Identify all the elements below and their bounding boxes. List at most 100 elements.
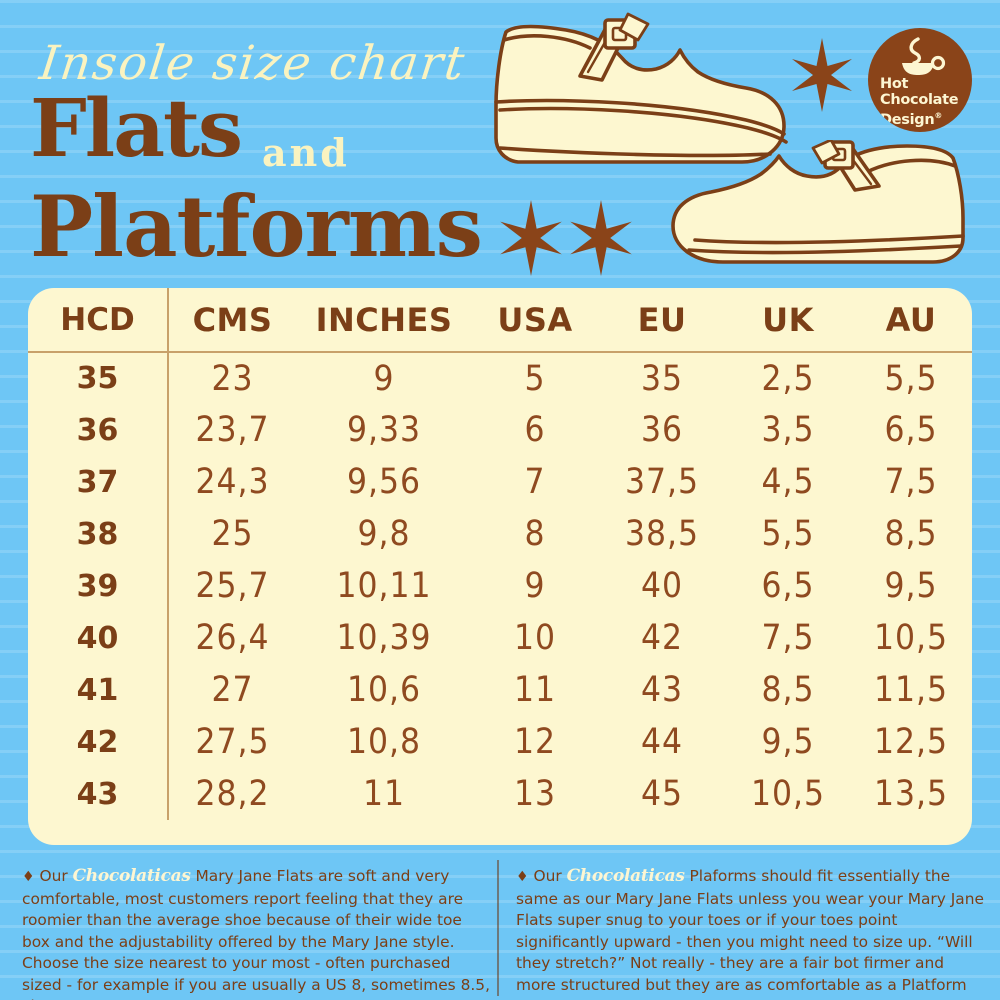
- cell-usa: 10: [513, 618, 557, 658]
- cell-usa: 11: [513, 670, 557, 710]
- cell-uk: 2,5: [761, 358, 815, 399]
- logo-line-2: Chocolate: [880, 91, 959, 108]
- cell-usa: 5: [524, 358, 546, 399]
- cell-uk: 8,5: [761, 670, 815, 710]
- cell-usa: 7: [524, 462, 546, 502]
- cell-uk: 9,5: [761, 722, 815, 762]
- table-row: 43 28,2 11 13 45 10,5 13,5: [28, 768, 972, 820]
- header-section: Insole size chart Flats and Platforms: [0, 0, 1000, 285]
- table-header-row: HCD CMS INCHES USA EU UK AU: [28, 288, 972, 353]
- registered-trademark-mark: ®: [934, 111, 943, 120]
- hot-chocolate-cup-icon: [902, 37, 946, 75]
- chocolaticas-brand-script: Chocolaticas: [566, 866, 685, 886]
- cell-cms: 23: [211, 358, 254, 399]
- column-header-usa: USA: [472, 288, 598, 353]
- cell-hcd: 42: [28, 716, 169, 768]
- cell-usa: 6: [524, 410, 546, 450]
- cell-cms: 23,7: [195, 410, 270, 450]
- cell-hcd: 36: [28, 404, 169, 456]
- cell-au: 12,5: [873, 722, 949, 762]
- cell-eu: 37,5: [624, 462, 700, 502]
- six-point-sparkle-star-icon: [500, 200, 562, 276]
- footer-right-body: Plaforms should fit essentially the same…: [516, 867, 984, 1000]
- logo-line-3: Design: [880, 111, 935, 128]
- column-header-cms: CMS: [168, 288, 296, 353]
- cell-au: 8,5: [884, 514, 938, 554]
- flat-mary-jane-shoe-illustration: [671, 140, 965, 264]
- footer-note-flats: ♦ Our Chocolaticas Mary Jane Flats are s…: [22, 866, 492, 1000]
- cell-eu: 35: [640, 358, 684, 399]
- cell-cms: 27: [211, 670, 254, 710]
- table-body: 35 23 9 5 35 2,5 5,5 36 23,7 9,33 6 36 3,5 6,5 37 24,3 9…: [28, 352, 972, 820]
- cell-hcd: 37: [28, 456, 169, 508]
- cell-eu: 44: [640, 722, 684, 762]
- cell-uk: 7,5: [761, 618, 815, 658]
- table-row: 35 23 9 5 35 2,5 5,5: [28, 352, 972, 404]
- cell-inches: 10,6: [346, 670, 422, 710]
- cell-inches: 10,8: [346, 722, 422, 762]
- cell-au: 7,5: [884, 462, 938, 502]
- cell-hcd: 38: [28, 508, 169, 560]
- cell-au: 13,5: [873, 774, 949, 814]
- cell-hcd: 39: [28, 560, 169, 612]
- column-header-uk: UK: [726, 288, 850, 353]
- bullet-icon: ♦: [22, 869, 35, 885]
- cell-inches: 9,8: [357, 514, 411, 554]
- six-point-sparkle-star-icon: [792, 38, 852, 112]
- cell-hcd: 35: [28, 352, 169, 404]
- cell-au: 6,5: [884, 410, 938, 450]
- cell-eu: 40: [640, 566, 684, 606]
- logo-line-1: Hot: [880, 76, 909, 92]
- cell-uk: 6,5: [761, 566, 815, 606]
- table-row: 36 23,7 9,33 6 36 3,5 6,5: [28, 404, 972, 456]
- cell-inches: 9,56: [346, 462, 422, 502]
- cell-usa: 9: [524, 566, 546, 606]
- column-header-inches: INCHES: [296, 288, 472, 353]
- cell-eu: 36: [640, 410, 684, 450]
- footer-right-lead: Our: [533, 867, 562, 885]
- cell-cms: 28,2: [195, 774, 270, 814]
- cell-uk: 4,5: [761, 462, 815, 502]
- column-header-hcd: HCD: [28, 288, 169, 353]
- six-point-sparkle-star-icon: [570, 200, 632, 276]
- cell-cms: 24,3: [195, 462, 270, 502]
- cell-au: 11,5: [873, 670, 949, 710]
- cell-uk: 10,5: [750, 774, 826, 814]
- footer-note-platforms: ♦ Our Chocolaticas Plaforms should fit e…: [516, 866, 986, 1000]
- cell-eu: 43: [640, 670, 684, 710]
- cell-usa: 12: [513, 722, 557, 762]
- page-title-platforms: Platforms: [30, 177, 483, 276]
- cell-cms: 27,5: [195, 722, 270, 762]
- table-row: 39 25,7 10,11 9 40 6,5 9,5: [28, 560, 972, 612]
- platform-mary-jane-shoe-illustration: [494, 12, 788, 164]
- cell-hcd: 41: [28, 664, 169, 716]
- footer-notes: ♦ Our Chocolaticas Mary Jane Flats are s…: [0, 858, 1000, 1000]
- cell-usa: 13: [513, 774, 557, 814]
- cell-usa: 8: [524, 514, 546, 554]
- size-conversion-table: HCD CMS INCHES USA EU UK AU 35 23 9 5 35 2,5 5…: [28, 288, 972, 820]
- table-row: 37 24,3 9,56 7 37,5 4,5 7,5: [28, 456, 972, 508]
- column-header-eu: EU: [598, 288, 726, 353]
- table-row: 40 26,4 10,39 10 42 7,5 10,5: [28, 612, 972, 664]
- table-row: 38 25 9,8 8 38,5 5,5 8,5: [28, 508, 972, 560]
- hot-chocolate-design-logo[interactable]: Hot Chocolate Design®: [868, 28, 972, 132]
- cell-uk: 5,5: [761, 514, 815, 554]
- footer-column-divider: [497, 860, 499, 996]
- column-header-au: AU: [850, 288, 972, 353]
- cell-cms: 25,7: [195, 566, 270, 606]
- cell-inches: 10,39: [336, 618, 432, 658]
- cell-cms: 26,4: [195, 618, 270, 658]
- page-title-conjunction: and: [262, 130, 350, 175]
- cell-inches: 9,33: [346, 410, 422, 450]
- cell-eu: 38,5: [624, 514, 700, 554]
- cell-inches: 10,11: [336, 566, 432, 606]
- table-row: 41 27 10,6 11 43 8,5 11,5: [28, 664, 972, 716]
- cell-uk: 3,5: [761, 410, 815, 450]
- cell-eu: 45: [640, 774, 684, 814]
- footer-left-lead: Our: [39, 867, 68, 885]
- chocolaticas-brand-script: Chocolaticas: [72, 866, 191, 886]
- cell-cms: 25: [211, 514, 254, 554]
- page-title-flats: Flats: [30, 81, 243, 175]
- cell-eu: 42: [640, 618, 684, 658]
